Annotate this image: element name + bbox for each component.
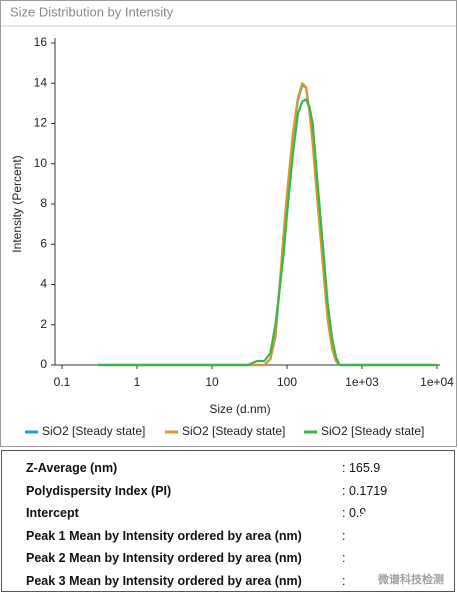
watermark: 微谱 <box>360 510 413 540</box>
x-axis-label: Size (d.nm) <box>209 402 270 416</box>
series-line <box>97 82 437 367</box>
result-value: : <box>342 551 346 565</box>
result-value: : 165.9 <box>342 461 381 475</box>
watermark: WEIPU <box>70 218 117 230</box>
watermark-footer: 微谱科技检测 <box>378 574 444 586</box>
result-value: : <box>342 573 346 588</box>
x-tick-label: 0.1 <box>54 375 71 389</box>
x-tick-label: 100 <box>277 375 297 389</box>
chart: Size Distribution by Intensity Size (d.n… <box>0 0 457 447</box>
x-tick-label: 10 <box>205 375 219 389</box>
y-tick-label: 16 <box>34 35 48 49</box>
result-label: Polydispersity Index (PI) <box>26 483 172 498</box>
y-tick-label: 2 <box>40 317 47 331</box>
series-line <box>97 98 437 367</box>
results-panel: Z-Average (nm) : 165.9 Polydispersity Inde… <box>1 450 455 592</box>
result-label: Peak 3 Mean by Intensity ordered by area… <box>26 573 302 588</box>
watermark: WEIPU <box>360 532 407 544</box>
result-value: : 0.1719 <box>342 483 388 498</box>
y-tick-label: 12 <box>34 116 48 130</box>
legend-label: SiO2 [Steady state] <box>321 424 424 438</box>
y-tick-label: 6 <box>40 236 47 250</box>
y-tick-label: 14 <box>34 75 48 89</box>
x-tick-label: 1e+04 <box>420 375 454 389</box>
legend-label: SiO2 [Steady state] <box>182 424 285 438</box>
x-tick-label: 1 <box>134 375 141 389</box>
y-tick-label: 4 <box>40 277 47 291</box>
result-value: : 0.9 <box>342 506 367 520</box>
result-label: Peak 2 Mean by Intensity ordered by area… <box>26 551 302 565</box>
result-label: Z-Average (nm) <box>26 461 118 475</box>
watermark: 微谱 <box>70 195 123 225</box>
chart-title: Size Distribution by Intensity <box>10 4 174 19</box>
legend-label: SiO2 [Steady state] <box>42 424 145 438</box>
result-label: Intercept <box>26 506 79 520</box>
y-tick-label: 0 <box>40 357 47 371</box>
y-tick-label: 8 <box>40 196 47 210</box>
x-tick-label: 1e+03 <box>345 375 379 389</box>
result-label: Peak 1 Mean by Intensity ordered by area… <box>26 528 302 543</box>
y-axis-label: Intensity (Percent) <box>10 155 24 252</box>
result-value: : <box>342 528 346 543</box>
y-tick-label: 10 <box>34 156 48 170</box>
chart-frame <box>0 0 457 447</box>
